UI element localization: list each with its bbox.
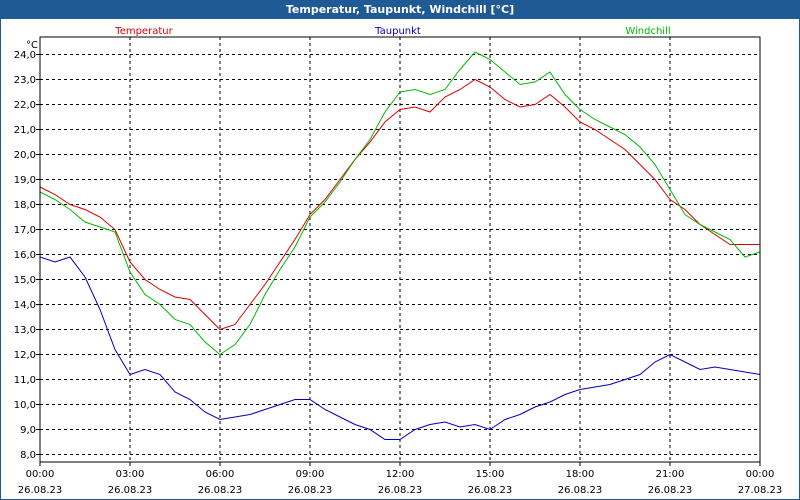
series-layer: [39, 51, 761, 440]
y-tick-label: 13,0: [14, 325, 36, 336]
chart-title: Temperatur, Taupunkt, Windchill [°C]: [1, 1, 799, 19]
x-tick-time: 18:00: [566, 469, 595, 480]
y-tick-label: 22,0: [14, 100, 36, 111]
y-tick-label: 15,0: [14, 275, 36, 286]
x-tick-date: 26.08.23: [198, 485, 243, 496]
y-axis-unit: °C: [26, 40, 38, 51]
x-tick-time: 12:00: [386, 469, 415, 480]
y-tick-label: 18,0: [14, 200, 36, 211]
legend-entry-taupunkt: Taupunkt: [374, 26, 421, 37]
y-tick-label: 21,0: [14, 125, 36, 136]
x-tick-date: 26.08.23: [288, 485, 333, 496]
x-tick-time: 00:00: [26, 469, 55, 480]
y-tick-label: 10,0: [14, 400, 36, 411]
y-tick-label: 8,0: [20, 450, 36, 461]
y-tick-label: 20,0: [14, 150, 36, 161]
x-tick-date: 26.08.23: [558, 485, 603, 496]
y-tick-label: 11,0: [14, 375, 36, 386]
series-line-taupunkt: [39, 256, 761, 440]
legend-entry-windchill: Windchill: [625, 26, 670, 37]
grid-layer: [40, 37, 760, 462]
y-tick-label: 16,0: [14, 250, 36, 261]
x-tick-date: 26.08.23: [108, 485, 153, 496]
y-tick-label: 24,0: [14, 50, 36, 61]
y-tick-label: 23,0: [14, 75, 36, 86]
x-tick-time: 09:00: [296, 469, 325, 480]
y-tick-label: 19,0: [14, 175, 36, 186]
series-line-temperatur: [39, 78, 760, 331]
x-tick-date: 26.08.23: [648, 485, 693, 496]
x-tick-date: 27.08.23: [738, 485, 783, 496]
x-tick-date: 26.08.23: [378, 485, 423, 496]
y-tick-label: 12,0: [14, 350, 36, 361]
y-tick-label: 14,0: [14, 300, 36, 311]
x-tick-date: 26.08.23: [468, 485, 513, 496]
x-tick-date: 26.08.23: [18, 485, 63, 496]
x-tick-time: 15:00: [476, 469, 505, 480]
x-tick-time: 06:00: [206, 469, 235, 480]
x-tick-time: 00:00: [746, 469, 775, 480]
y-tick-label: 17,0: [14, 225, 36, 236]
y-tick-label: 9,0: [20, 425, 36, 436]
x-tick-time: 03:00: [116, 469, 145, 480]
legend-entry-temperatur: Temperatur: [114, 26, 173, 37]
legend: Temperatur Taupunkt Windchill: [114, 26, 670, 37]
axis-layer: 8,0 9,0 10,0 11,0 12,0 13,0 14,0 15,0 16,0 17,0 18…: [14, 40, 783, 496]
series-line-windchill: [39, 51, 761, 356]
x-tick-time: 21:00: [656, 469, 685, 480]
